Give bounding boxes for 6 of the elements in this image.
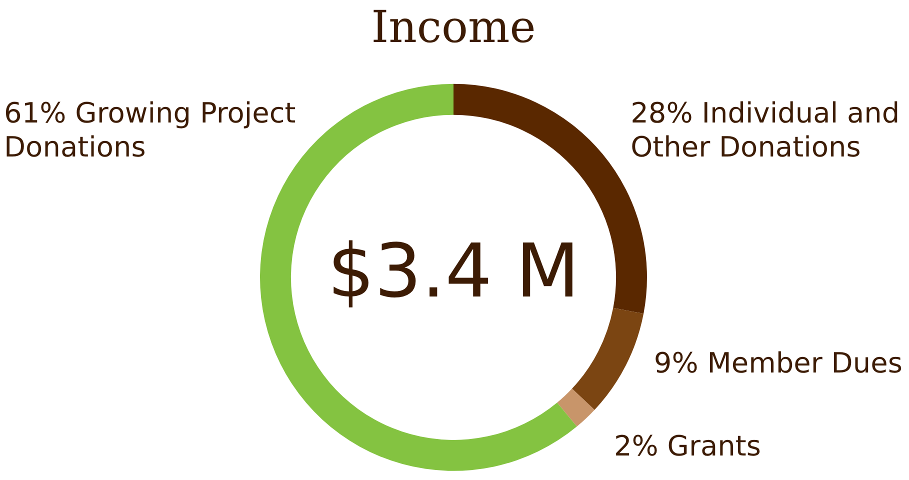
slice-label: 28% Individual and Other Donations [630, 96, 900, 164]
slice-label: 61% Growing Project Donations [4, 96, 296, 164]
slice-label: 9% Member Dues [654, 346, 902, 380]
slice-label: 2% Grants [614, 430, 761, 463]
chart-title: Income [371, 2, 536, 53]
text: $3.4 M [327, 228, 580, 315]
